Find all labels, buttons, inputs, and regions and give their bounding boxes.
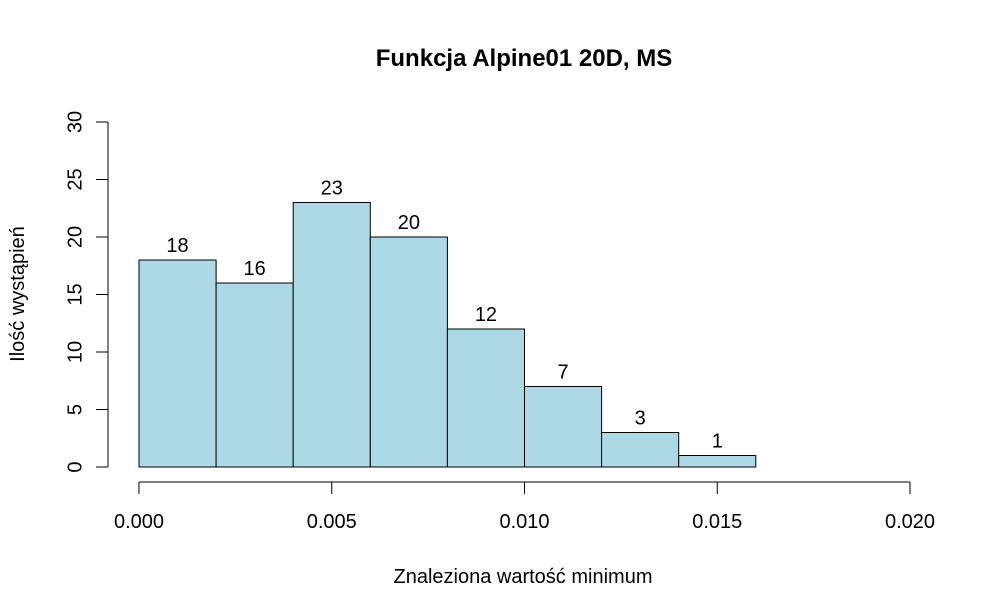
y-tick-label: 15 bbox=[64, 283, 86, 305]
histogram-bar bbox=[369, 236, 448, 468]
y-tick-label: 10 bbox=[64, 341, 86, 363]
y-tick-label: 20 bbox=[64, 226, 86, 248]
y-tick-label: 25 bbox=[64, 168, 86, 190]
y-tick-label: 30 bbox=[64, 111, 86, 133]
bar-count-label: 7 bbox=[557, 362, 568, 384]
bar-count-label: 12 bbox=[475, 304, 497, 326]
x-tick-label: 0.000 bbox=[114, 511, 164, 533]
histogram-bar bbox=[524, 386, 603, 468]
y-axis: 0 5 10 15 20 25 30 bbox=[64, 111, 109, 473]
data-labels-group: 18 16 23 20 12 7 3 1 bbox=[166, 178, 722, 453]
bar-count-label: 23 bbox=[321, 178, 343, 200]
bar-count-label: 18 bbox=[166, 235, 188, 257]
bar-count-label: 1 bbox=[712, 431, 723, 453]
histogram-bar bbox=[138, 259, 217, 468]
x-axis: 0.000 0.005 0.010 0.015 0.020 bbox=[114, 481, 935, 533]
histogram-bar bbox=[601, 432, 680, 468]
chart-title: Funkcja Alpine01 20D, MS bbox=[376, 45, 673, 72]
x-tick-label: 0.005 bbox=[307, 511, 357, 533]
y-tick-label: 5 bbox=[64, 404, 86, 415]
x-axis-label: Znaleziona wartość minimum bbox=[394, 566, 653, 588]
y-tick-label: 0 bbox=[64, 461, 86, 472]
histogram-bar bbox=[446, 328, 525, 468]
histogram-bar bbox=[215, 282, 294, 468]
x-tick-label: 0.020 bbox=[885, 511, 935, 533]
bar-count-label: 20 bbox=[398, 212, 420, 234]
x-tick-label: 0.015 bbox=[692, 511, 742, 533]
histogram-bar bbox=[678, 455, 757, 468]
y-axis-label: Ilość wystąpień bbox=[7, 226, 29, 362]
x-tick-label: 0.010 bbox=[499, 511, 549, 533]
bar-count-label: 3 bbox=[635, 408, 646, 430]
histogram-bar bbox=[292, 202, 371, 468]
bar-count-label: 16 bbox=[244, 258, 266, 280]
bars-group bbox=[138, 202, 757, 468]
